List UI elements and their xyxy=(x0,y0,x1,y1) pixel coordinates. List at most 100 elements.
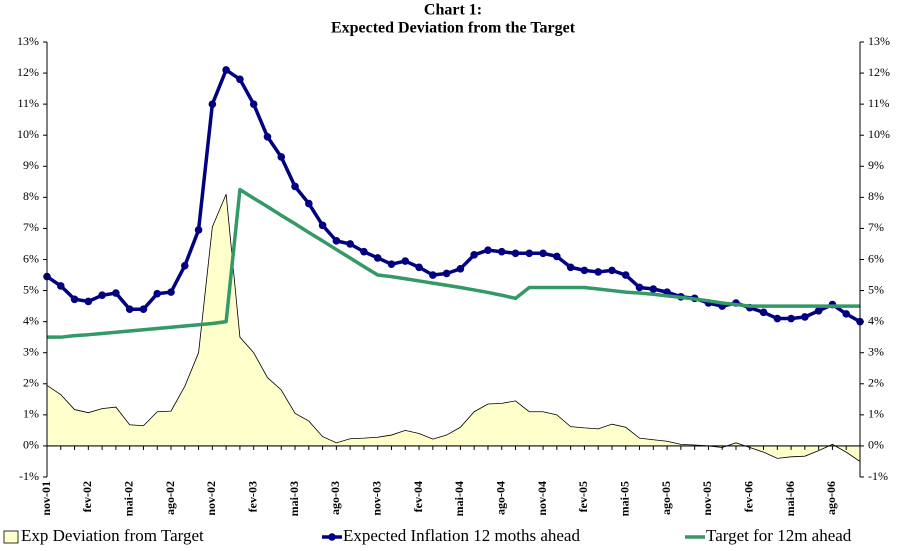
legend-label: Target for 12m ahead xyxy=(706,526,852,545)
y2-tick-label: 6% xyxy=(868,251,884,265)
y-tick-label: 0% xyxy=(23,438,39,452)
marker xyxy=(56,282,65,290)
y2-tick-label: 12% xyxy=(868,65,890,79)
x-tick-label: fev-06 xyxy=(742,481,756,512)
y-tick-label: -1% xyxy=(19,469,39,483)
marker xyxy=(539,249,547,258)
x-tick-label: mai-06 xyxy=(783,481,797,516)
marker xyxy=(525,249,534,258)
marker xyxy=(456,265,465,273)
marker xyxy=(98,291,106,300)
y2-tick-label: 11% xyxy=(868,96,890,110)
marker xyxy=(621,271,630,279)
y-tick-label: 5% xyxy=(23,282,39,296)
x-tick-label: mai-05 xyxy=(617,481,631,516)
marker xyxy=(139,305,148,314)
y-tick-label: 3% xyxy=(23,344,39,358)
marker xyxy=(153,289,162,298)
marker xyxy=(484,246,492,254)
marker xyxy=(332,237,341,245)
y2-tick-label: 5% xyxy=(868,282,884,296)
marker xyxy=(566,263,575,272)
marker xyxy=(387,260,396,268)
marker xyxy=(318,221,327,230)
marker xyxy=(360,247,368,256)
marker xyxy=(801,313,809,321)
marker xyxy=(84,297,93,306)
x-tick-label: ago-02 xyxy=(163,481,177,515)
line xyxy=(47,187,860,339)
x-tick-label: fev-04 xyxy=(411,481,425,512)
marker xyxy=(442,269,451,278)
marker xyxy=(194,226,203,234)
marker xyxy=(180,261,189,270)
x-tick-label: nov-02 xyxy=(204,481,218,516)
x-tick-label: fev-02 xyxy=(80,481,94,512)
marker xyxy=(208,100,217,108)
marker xyxy=(511,249,520,258)
y-tick-label: 13% xyxy=(17,34,39,48)
marker xyxy=(580,266,589,275)
marker xyxy=(277,153,286,161)
x-tick-label: nov-04 xyxy=(535,481,549,516)
marker xyxy=(222,66,230,74)
x-tick-label: nov-01 xyxy=(39,481,53,516)
y-tick-label: 12% xyxy=(17,65,39,79)
y-tick-label: 6% xyxy=(23,251,39,265)
x-tick-label: mai-04 xyxy=(452,481,466,516)
marker xyxy=(236,75,244,84)
marker xyxy=(594,268,602,276)
marker xyxy=(608,266,616,275)
y2-tick-label: 7% xyxy=(868,220,884,234)
legend-marker xyxy=(328,533,336,541)
marker xyxy=(553,252,561,261)
y2-tick-label: 0% xyxy=(868,438,884,452)
y-tick-label: 10% xyxy=(17,127,39,141)
marker xyxy=(249,100,258,108)
legend-label: Exp Deviation from Target xyxy=(21,526,204,545)
x-tick-label: ago-06 xyxy=(824,481,838,515)
marker xyxy=(497,247,506,256)
marker xyxy=(470,251,478,259)
y2-tick-label: 9% xyxy=(868,158,884,172)
y-tick-label: 8% xyxy=(23,189,39,203)
y2-tick-label: 13% xyxy=(868,34,890,48)
x-tick-label: ago-03 xyxy=(328,481,342,515)
x-tick-label: mai-02 xyxy=(121,481,135,516)
x-tick-label: ago-04 xyxy=(493,481,507,515)
marker xyxy=(415,263,423,272)
y-tick-label: 11% xyxy=(17,96,39,110)
y-tick-label: 9% xyxy=(23,158,39,172)
legend-label: Expected Inflation 12 moths ahead xyxy=(343,526,580,545)
y2-tick-label: 10% xyxy=(868,127,890,141)
marker xyxy=(112,289,120,297)
y-tick-label: 1% xyxy=(23,407,39,421)
y-tick-label: 7% xyxy=(23,220,39,234)
x-tick-label: ago-05 xyxy=(659,481,673,515)
y2-tick-label: 3% xyxy=(868,344,884,358)
marker xyxy=(787,314,795,323)
marker xyxy=(263,132,272,141)
y2-tick-label: 1% xyxy=(868,407,884,421)
marker xyxy=(70,295,79,304)
marker xyxy=(373,254,382,262)
marker xyxy=(814,306,823,315)
y2-tick-label: 4% xyxy=(868,313,884,327)
x-tick-label: mai-03 xyxy=(287,481,301,516)
chart-title: Chart 1: xyxy=(424,2,482,19)
y2-tick-label: -1% xyxy=(868,469,888,483)
y-tick-label: 2% xyxy=(23,376,39,390)
marker xyxy=(635,283,644,292)
y2-tick-label: 2% xyxy=(868,376,884,390)
chart-subtitle: Expected Deviation from the Target xyxy=(331,20,576,37)
line xyxy=(46,68,861,324)
marker xyxy=(346,240,354,248)
marker xyxy=(305,199,313,208)
legend-swatch xyxy=(3,530,19,544)
x-tick-label: nov-03 xyxy=(369,481,383,516)
marker xyxy=(842,310,851,318)
x-tick-label: fev-05 xyxy=(576,481,590,512)
marker xyxy=(291,182,299,191)
